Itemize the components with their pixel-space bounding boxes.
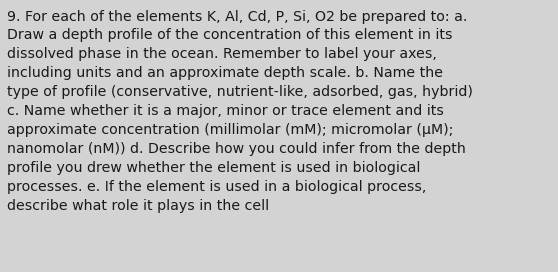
Text: 9. For each of the elements K, Al, Cd, P, Si, O2 be prepared to: a.
Draw a depth: 9. For each of the elements K, Al, Cd, P… (7, 10, 473, 213)
